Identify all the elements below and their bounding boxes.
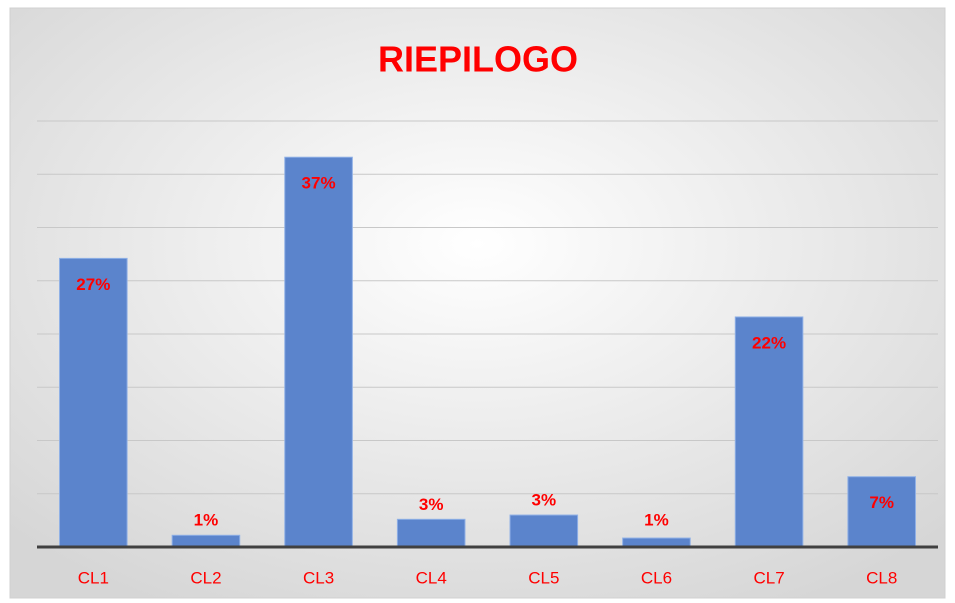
x-tick-label: CL4 xyxy=(416,568,447,587)
bar xyxy=(396,518,466,548)
bar xyxy=(59,257,128,548)
x-tick-label: CL8 xyxy=(866,568,897,587)
x-tick-label: CL5 xyxy=(528,568,559,587)
data-label: 22% xyxy=(752,333,786,352)
data-label: 7% xyxy=(869,493,894,512)
data-label: 3% xyxy=(532,491,557,510)
data-label: 1% xyxy=(194,510,219,529)
data-label: 27% xyxy=(76,275,110,294)
data-label: 37% xyxy=(302,174,336,193)
data-label: 3% xyxy=(419,495,444,514)
bar xyxy=(284,156,353,548)
x-tick-label: CL3 xyxy=(303,568,334,587)
bar xyxy=(171,534,241,548)
chart-area xyxy=(9,7,946,599)
bar xyxy=(509,514,579,548)
x-tick-label: CL7 xyxy=(753,568,784,587)
bar xyxy=(847,476,916,548)
chart-title: RIEPILOGO xyxy=(378,39,578,80)
x-tick-label: CL6 xyxy=(641,568,672,587)
data-label: 1% xyxy=(644,510,669,529)
x-tick-label: CL2 xyxy=(190,568,221,587)
x-tick-label: CL1 xyxy=(78,568,109,587)
